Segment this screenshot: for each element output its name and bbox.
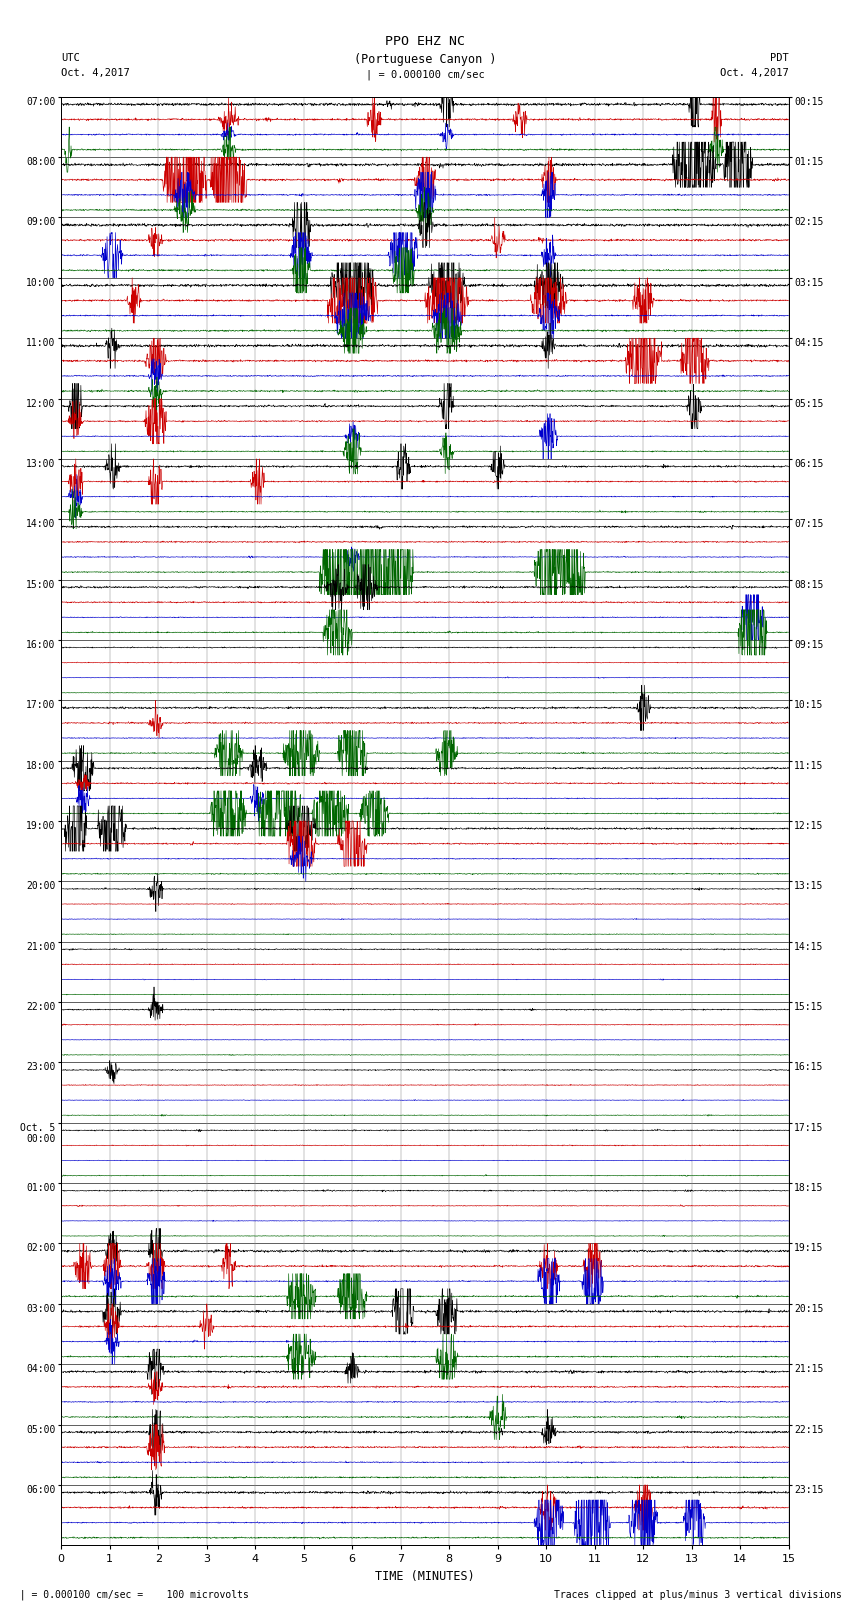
Text: | = 0.000100 cm/sec =    100 microvolts: | = 0.000100 cm/sec = 100 microvolts (8, 1589, 249, 1600)
Text: UTC: UTC (61, 53, 80, 63)
Text: Oct. 4,2017: Oct. 4,2017 (720, 68, 789, 77)
Text: PDT: PDT (770, 53, 789, 63)
Text: Traces clipped at plus/minus 3 vertical divisions: Traces clipped at plus/minus 3 vertical … (553, 1590, 842, 1600)
Text: (Portuguese Canyon ): (Portuguese Canyon ) (354, 53, 496, 66)
Text: | = 0.000100 cm/sec: | = 0.000100 cm/sec (366, 69, 484, 81)
Text: Oct. 4,2017: Oct. 4,2017 (61, 68, 130, 77)
Text: PPO EHZ NC: PPO EHZ NC (385, 35, 465, 48)
X-axis label: TIME (MINUTES): TIME (MINUTES) (375, 1569, 475, 1582)
